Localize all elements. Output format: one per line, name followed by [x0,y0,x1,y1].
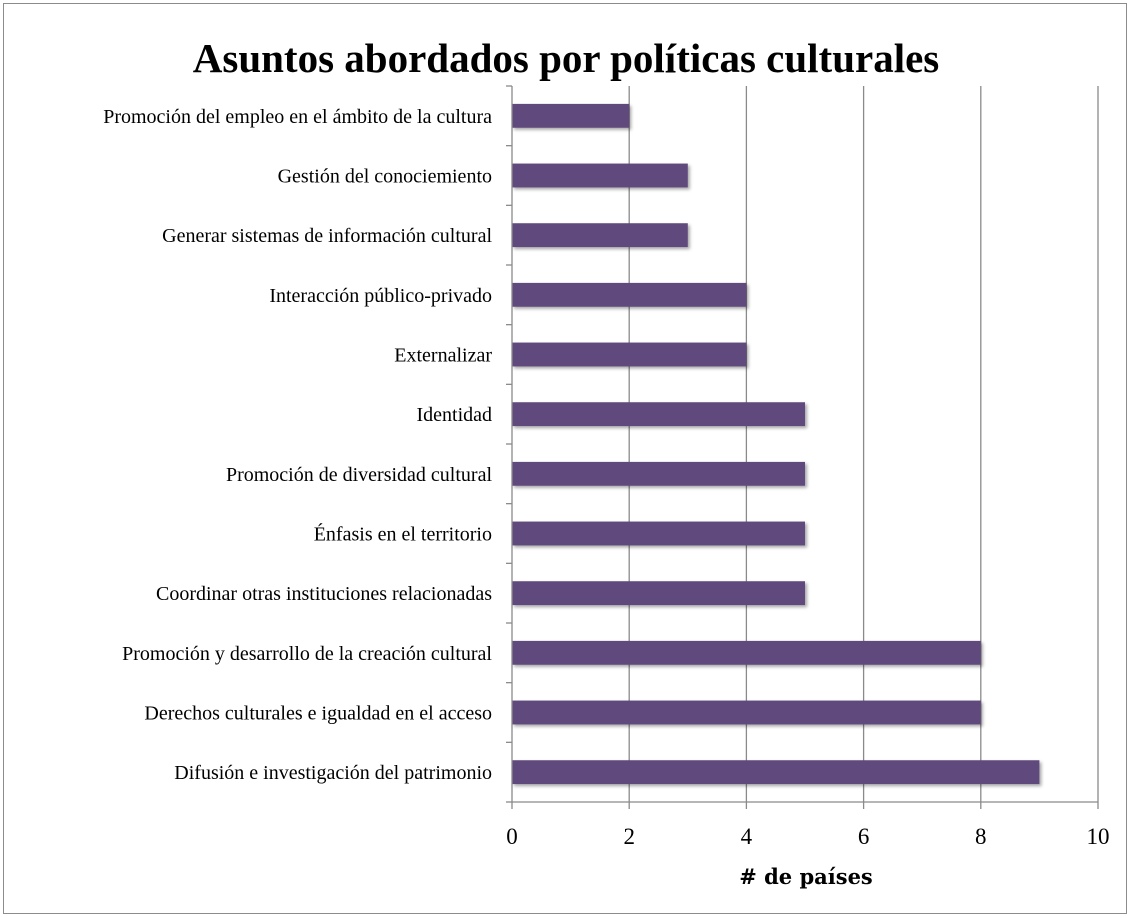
bar-9 [512,640,981,665]
x-tick-label-5: 10 [1087,824,1110,849]
bar-2 [512,223,688,248]
category-label-9: Promoción y desarrollo de la creación cu… [122,643,492,665]
bar-11 [512,760,1040,785]
category-label-5: Identidad [416,404,492,426]
category-label-4: Externalizar [394,345,492,367]
x-tick-label-0: 0 [506,824,518,849]
category-label-11: Difusión e investigación del patrimonio [174,762,492,784]
grid-lines [628,86,1099,802]
x-axis-title: # de países [739,864,873,889]
category-label-0: Promoción del empleo en el ámbito de la … [103,106,492,128]
bar-10 [512,700,981,725]
bar-0 [512,103,630,128]
x-tick-label-1: 2 [623,824,635,849]
category-label-7: Énfasis en el territorio [314,523,492,546]
category-labels: Promoción del empleo en el ámbito de la … [103,106,492,784]
bar-3 [512,282,747,307]
bars [512,103,1040,785]
bar-5 [512,402,805,427]
bar-4 [512,342,747,367]
category-label-8: Coordinar otras instituciones relacionad… [156,583,492,605]
bar-8 [512,581,805,606]
category-label-6: Promoción de diversidad cultural [226,464,492,486]
chart-title: Asuntos abordados por políticas cultural… [193,35,939,81]
tick-labels: 0 2 4 6 8 10 [506,824,1109,849]
axes [506,85,1099,809]
category-label-10: Derechos culturales e igualdad en el acc… [144,703,492,725]
x-tick-label-2: 4 [741,824,753,849]
category-label-1: Gestión del conociemiento [278,166,492,188]
category-label-2: Generar sistemas de información cultural [162,225,492,247]
bar-1 [512,163,688,188]
category-label-3: Interacción público-privado [269,285,492,307]
x-tick-label-3: 6 [858,824,870,849]
bar-7 [512,521,805,546]
bar-6 [512,461,805,486]
x-tick-label-4: 8 [975,824,987,849]
